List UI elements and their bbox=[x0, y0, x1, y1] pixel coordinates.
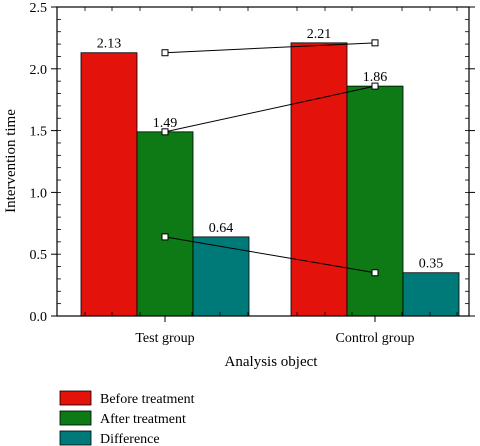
y-tick-label: 1.0 bbox=[30, 186, 48, 201]
data-label: 1.86 bbox=[363, 70, 388, 85]
legend-swatch bbox=[59, 410, 92, 426]
legend-swatch bbox=[59, 430, 92, 446]
data-label: 2.21 bbox=[307, 27, 332, 42]
y-tick-label: 0.0 bbox=[30, 310, 48, 325]
data-label: 1.49 bbox=[153, 116, 178, 131]
legend-label: Difference bbox=[100, 432, 160, 446]
data-label: 2.13 bbox=[97, 37, 122, 52]
connector-marker bbox=[371, 269, 379, 277]
bar-1-1 bbox=[346, 85, 404, 317]
bar-2-1 bbox=[402, 272, 460, 317]
x-tick-label: Control group bbox=[336, 331, 415, 346]
y-tick-label: 0.5 bbox=[30, 248, 48, 263]
bar-2-0 bbox=[192, 236, 250, 317]
legend: Before treatment After treatment Differenc… bbox=[59, 390, 195, 446]
x-axis-title: Analysis object bbox=[225, 354, 319, 370]
connector-marker bbox=[371, 39, 379, 47]
plot-frame bbox=[56, 6, 470, 317]
y-tick-label: 1.5 bbox=[30, 125, 48, 140]
connector-line-2 bbox=[164, 236, 376, 274]
connector-line-1 bbox=[164, 85, 376, 133]
connector-marker bbox=[161, 233, 169, 241]
ticks-layer bbox=[51, 6, 475, 322]
connector-lines bbox=[161, 39, 379, 277]
connector-marker bbox=[161, 128, 169, 136]
data-label: 0.64 bbox=[209, 221, 234, 236]
x-tick-label: Test group bbox=[135, 331, 194, 346]
y-tick-label: 2.5 bbox=[30, 1, 48, 16]
bars-layer bbox=[80, 42, 460, 317]
data-labels: Test group Control group 0.0 0.5 1.0 1.5 2.0 2.… bbox=[30, 1, 444, 346]
y-axis-title: Intervention time bbox=[3, 109, 19, 213]
y-tick-label: 2.0 bbox=[30, 63, 48, 78]
connector-marker bbox=[371, 82, 379, 90]
bar-0-0 bbox=[80, 52, 138, 317]
legend-label: After treatment bbox=[100, 412, 186, 427]
connector-marker bbox=[161, 49, 169, 57]
data-label: 0.35 bbox=[419, 257, 444, 272]
legend-swatch bbox=[59, 390, 92, 406]
bar-1-0 bbox=[136, 131, 194, 317]
bar-0-1 bbox=[290, 42, 348, 317]
connector-line-0 bbox=[164, 42, 376, 54]
legend-label: Before treatment bbox=[100, 392, 195, 407]
